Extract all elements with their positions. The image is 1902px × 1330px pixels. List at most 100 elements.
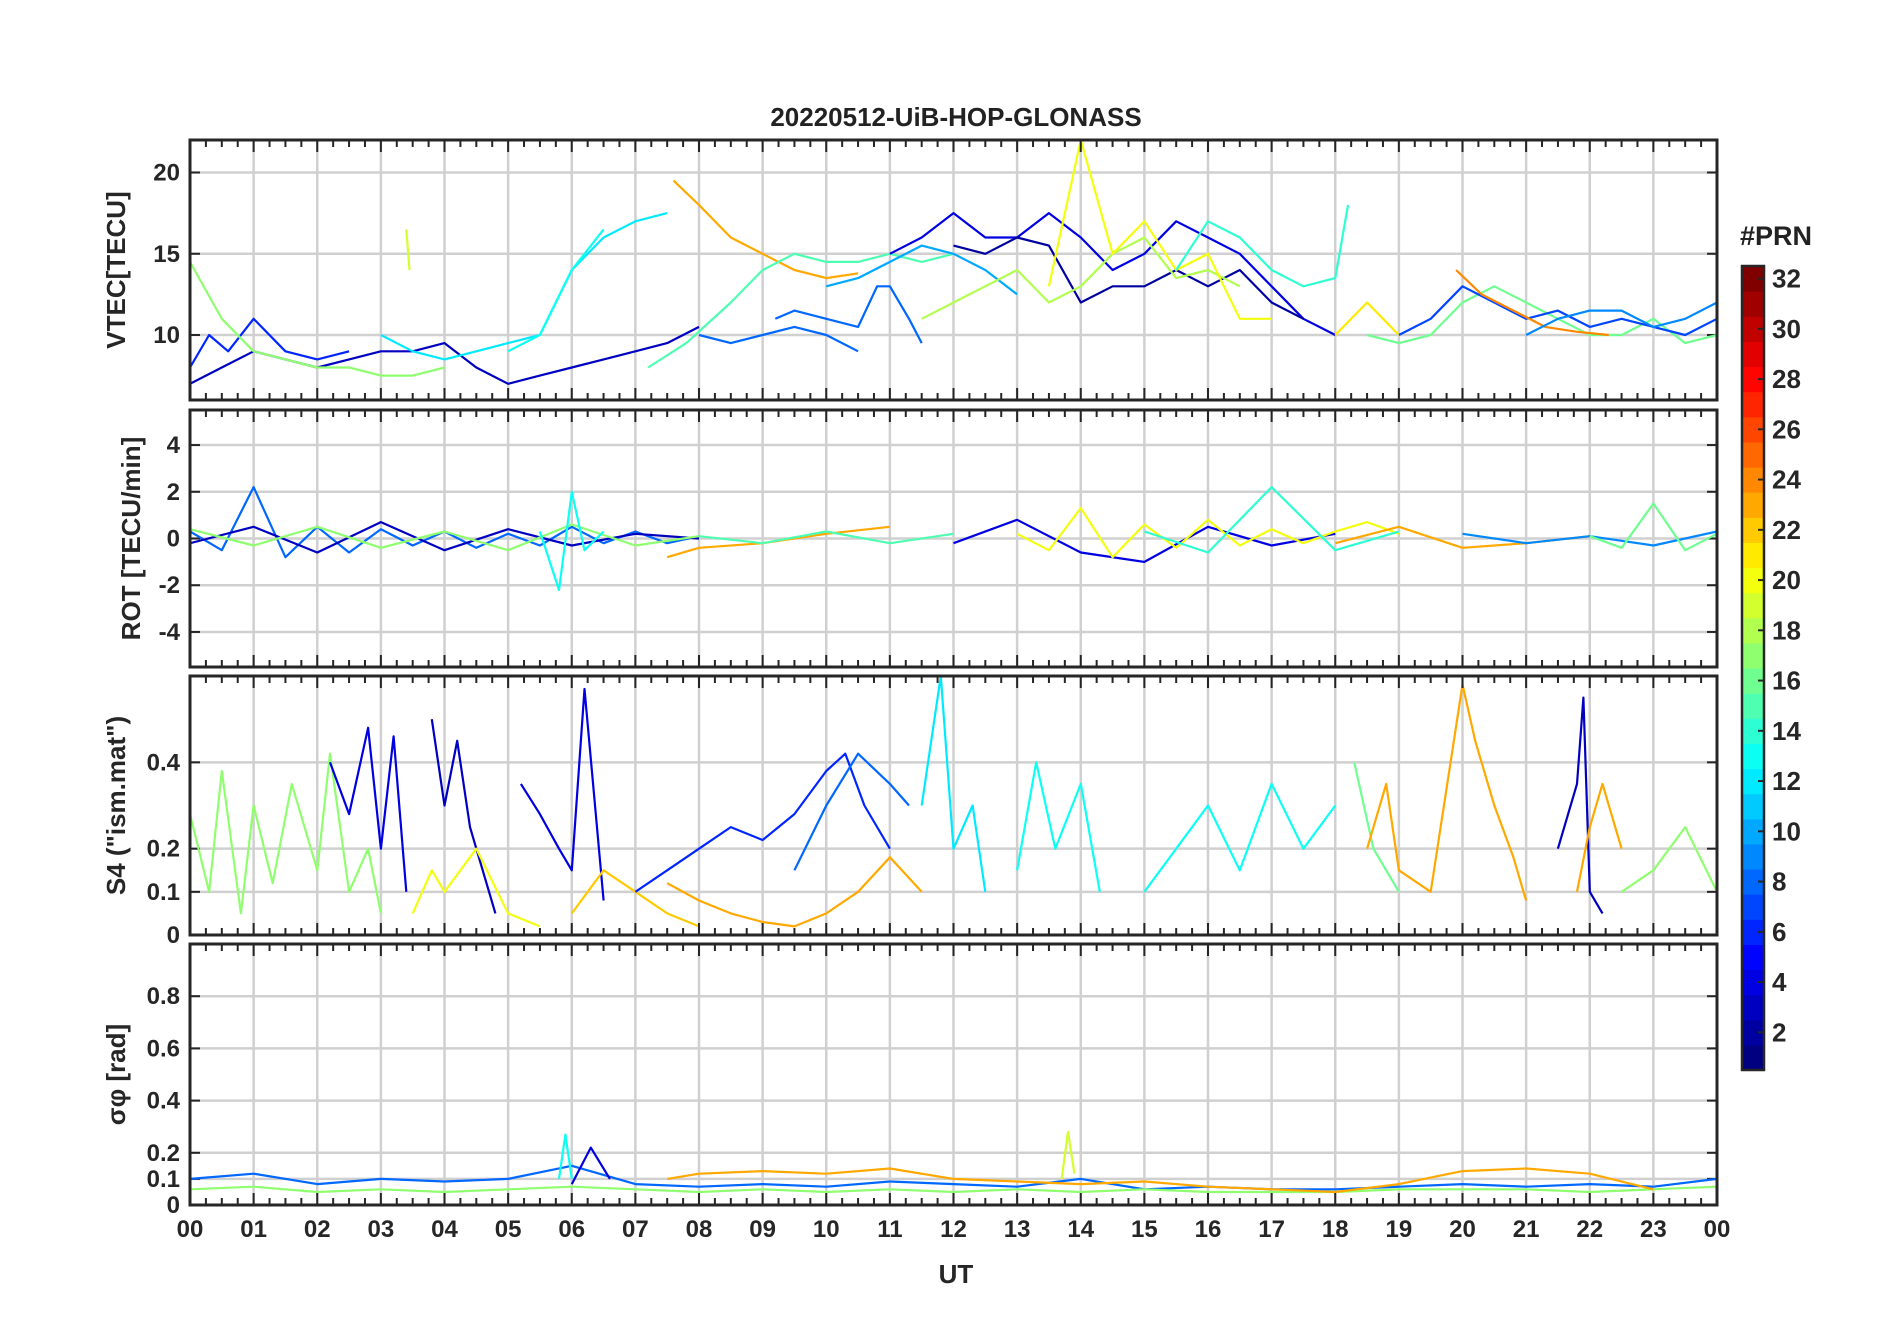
colorbar-segment	[1742, 1019, 1764, 1046]
colorbar-segment	[1742, 492, 1764, 518]
colorbar-segment	[1742, 517, 1764, 543]
colorbar-segment	[1742, 818, 1764, 845]
colorbar-tick-label: 4	[1772, 967, 1787, 997]
colorbar-segment	[1742, 944, 1764, 971]
colorbar-segment	[1742, 316, 1764, 342]
series-line-prn-23	[667, 1167, 1654, 1194]
y-tick-label: -2	[159, 572, 180, 599]
chart-title: 20220512-UiB-HOP-GLONASS	[770, 102, 1141, 132]
colorbar-label: #PRN	[1740, 221, 1812, 251]
series-group	[190, 140, 1717, 385]
series-line-prn-4	[519, 687, 605, 901]
series-line-prn-18	[921, 236, 1241, 320]
y-tick-label: 0.1	[147, 879, 180, 906]
series-line-prn-9	[1525, 301, 1717, 336]
colorbar-tick-label: 16	[1772, 666, 1801, 696]
colorbar-segment	[1742, 266, 1764, 292]
x-tick-label: 10	[813, 1216, 840, 1243]
series-line-prn-21	[1334, 301, 1400, 336]
x-tick-label: 22	[1576, 1216, 1603, 1243]
colorbar-tick-label: 24	[1772, 465, 1801, 495]
x-tick-label: 05	[495, 1216, 522, 1243]
colorbar-tick-label: 22	[1772, 515, 1801, 545]
colorbar-segment	[1742, 617, 1764, 644]
colorbar-tick-label: 2	[1772, 1017, 1786, 1047]
x-tick-label: 07	[622, 1216, 649, 1243]
colorbar-tick-label: 32	[1772, 264, 1801, 294]
x-axis-label: UT	[939, 1259, 974, 1289]
series-group	[190, 676, 1717, 928]
colorbar-frame	[1740, 264, 1766, 1072]
y-tick-label: 0.2	[147, 836, 180, 863]
colorbar-segment	[1742, 994, 1764, 1021]
series-line-prn-23	[1366, 683, 1528, 901]
colorbar-segment	[1742, 693, 1764, 719]
series-line-prn-14	[1144, 486, 1400, 554]
colorbar-segment	[1742, 718, 1764, 744]
series-line-prn-3	[430, 719, 497, 914]
series-line-prn-4	[889, 212, 1336, 336]
series-line-prn-17	[190, 752, 382, 915]
x-tick-label: 20	[1449, 1216, 1476, 1243]
colorbar-tick-label: 10	[1772, 816, 1801, 846]
colorbar-tick-label: 14	[1772, 716, 1801, 746]
axes-frame	[188, 138, 1719, 402]
series-line-prn-17	[1620, 825, 1717, 893]
x-tick-label: 16	[1195, 1216, 1222, 1243]
colorbar-segment	[1742, 291, 1764, 317]
series-line-prn-23	[672, 179, 859, 280]
panel-3: 0 0.1 0.2 0.4 S4 ("ism.mat")	[101, 674, 1719, 949]
series-line-prn-13	[538, 490, 605, 592]
series-line-prn-3	[1556, 696, 1604, 914]
series-group	[190, 1130, 1717, 1194]
colorbar-tick-label: 6	[1772, 917, 1786, 947]
x-tick-label: 18	[1322, 1216, 1349, 1243]
series-line-prn-17	[190, 261, 445, 377]
colorbar-segment	[1742, 542, 1764, 569]
series-line-prn-13	[507, 228, 605, 353]
y-axis-label: S4 ("ism.mat")	[101, 716, 131, 895]
colorbar-segment	[1742, 768, 1764, 795]
colorbar-tick-label: 28	[1772, 364, 1801, 394]
series-line-prn-8	[190, 1164, 1717, 1191]
colorbar-segment	[1742, 969, 1764, 996]
x-tick-label: 00	[177, 1216, 204, 1243]
colorbar-segment	[1742, 843, 1764, 870]
series-line-prn-2	[953, 236, 1304, 320]
x-tick-labels: 00 01 02 03 04 05 06 07 08 09 10 11 12 13 14 15 16 17 18 19…	[177, 1216, 1731, 1243]
x-tick-label: 08	[686, 1216, 713, 1243]
colorbar-tick-label: 18	[1772, 615, 1801, 645]
y-tick-label: 2	[167, 479, 180, 506]
series-line-prn-16	[1353, 762, 1400, 893]
y-tick-label: 0.8	[147, 983, 180, 1010]
series-line-prn-4	[328, 726, 408, 892]
colorbar-segment	[1742, 567, 1764, 594]
series-line-prn-23	[666, 856, 923, 928]
colorbar-segment	[1742, 467, 1764, 493]
colorbar-segment	[1742, 441, 1764, 468]
series-line-prn-13	[1016, 761, 1101, 892]
series-line-prn-6	[634, 752, 891, 893]
y-tick-label: 0.4	[147, 1088, 181, 1115]
series-line-prn-19	[405, 229, 411, 271]
x-tick-label: 15	[1131, 1216, 1158, 1243]
y-tick-label: 0.2	[147, 1140, 180, 1167]
series-line-prn-24	[1455, 269, 1609, 337]
colorbar-segment	[1742, 592, 1764, 619]
colorbar-segment	[1742, 743, 1764, 770]
colorbar-segment	[1742, 793, 1764, 820]
axes-frame	[188, 408, 1719, 669]
x-tick-label: 00	[1704, 1216, 1731, 1243]
y-tick-label: 10	[153, 322, 180, 349]
series-line-prn-16	[1589, 502, 1717, 552]
series-line-prn-19	[1060, 1130, 1076, 1180]
x-tick-label: 06	[558, 1216, 585, 1243]
series-line-prn-20	[1047, 140, 1272, 320]
axes-frame	[188, 674, 1719, 937]
x-tick-label: 23	[1640, 1216, 1667, 1243]
x-tick-label: 11	[877, 1216, 902, 1243]
series-line-prn-12	[380, 212, 668, 361]
